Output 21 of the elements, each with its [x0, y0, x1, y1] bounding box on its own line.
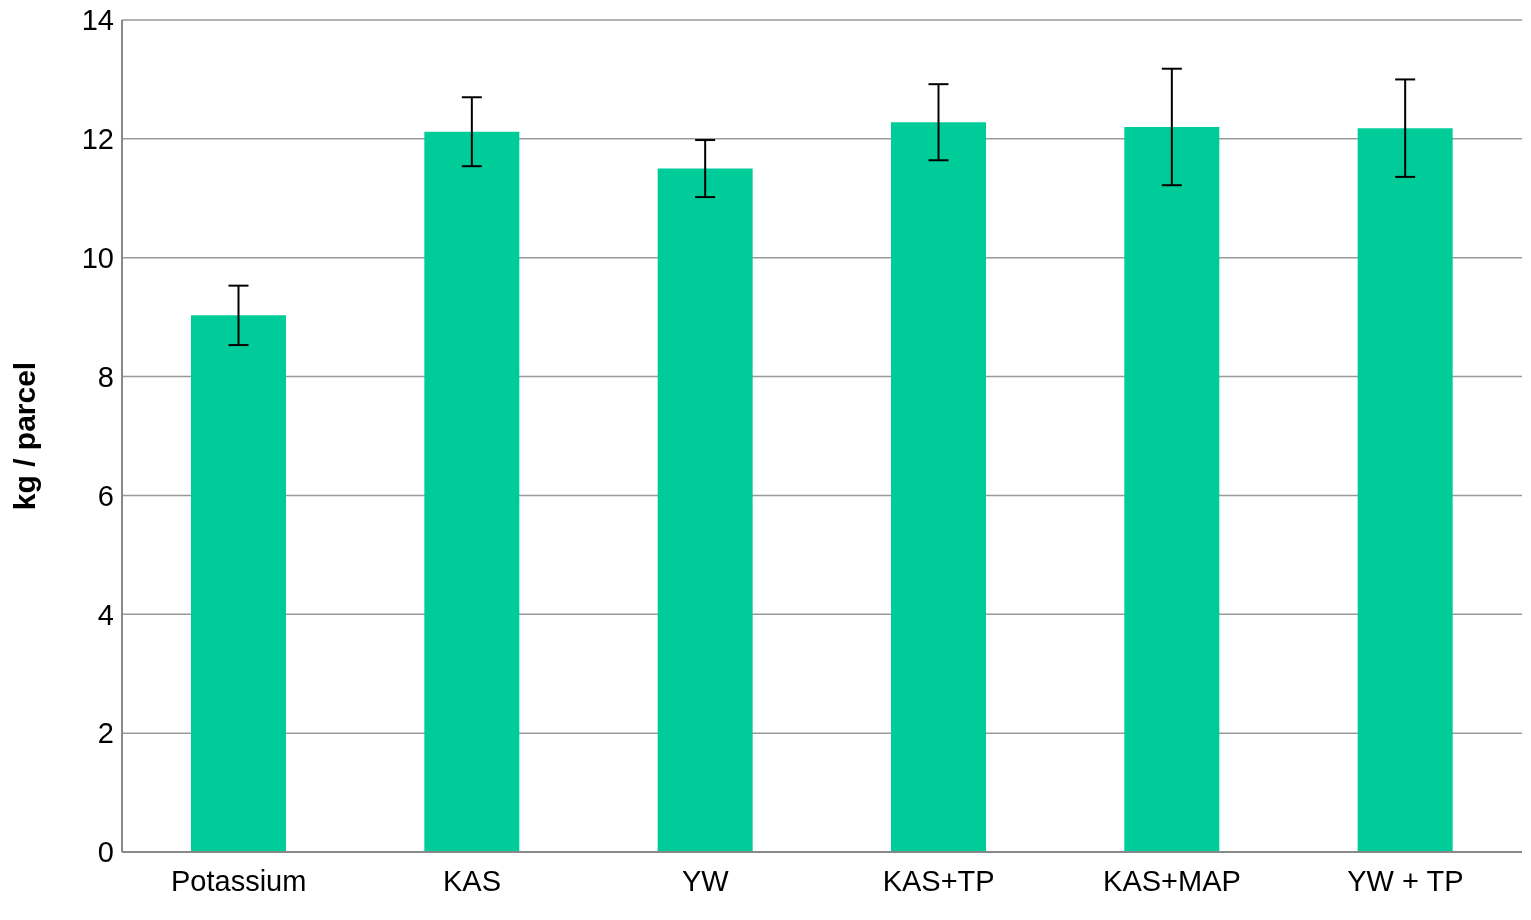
- y-tick-label: 14: [81, 4, 114, 37]
- x-tick-label: KAS: [442, 864, 502, 897]
- y-tick-label: 6: [97, 479, 114, 512]
- bar: [657, 168, 753, 852]
- x-tick-label: YW + TP: [1347, 864, 1464, 897]
- bar: [891, 122, 986, 852]
- y-tick-label: 4: [97, 598, 114, 631]
- x-tick-label: KAS+MAP: [1103, 864, 1241, 897]
- y-tick-label: 10: [81, 242, 114, 275]
- x-tick-label: KAS+TP: [882, 864, 995, 897]
- bar: [1124, 126, 1220, 852]
- y-axis-title: kg / parcel: [7, 361, 41, 511]
- y-tick-label: 2: [97, 717, 114, 750]
- bar: [424, 131, 520, 852]
- y-tick-label: 8: [97, 360, 114, 393]
- bar: [191, 315, 286, 852]
- x-tick-label: Potassium: [170, 864, 307, 897]
- y-tick-label: 0: [97, 836, 114, 869]
- bar: [1357, 128, 1453, 852]
- x-tick-label: YW: [681, 864, 730, 897]
- y-tick-label: 12: [81, 123, 114, 156]
